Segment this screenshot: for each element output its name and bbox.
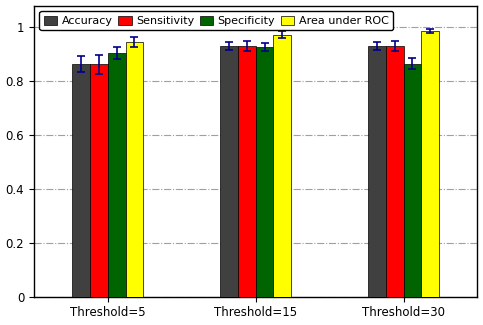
Bar	[421, 31, 439, 297]
Bar	[126, 42, 143, 297]
Bar	[238, 46, 256, 297]
Bar	[386, 46, 403, 297]
Legend: Accuracy, Sensitivity, Specificity, Area under ROC: Accuracy, Sensitivity, Specificity, Area…	[40, 11, 393, 31]
Bar	[368, 46, 386, 297]
Bar	[72, 64, 90, 297]
Bar	[90, 64, 108, 297]
Bar	[273, 35, 291, 297]
Bar	[108, 53, 126, 297]
Bar	[256, 47, 273, 297]
Bar	[403, 63, 421, 297]
Bar	[220, 46, 238, 297]
